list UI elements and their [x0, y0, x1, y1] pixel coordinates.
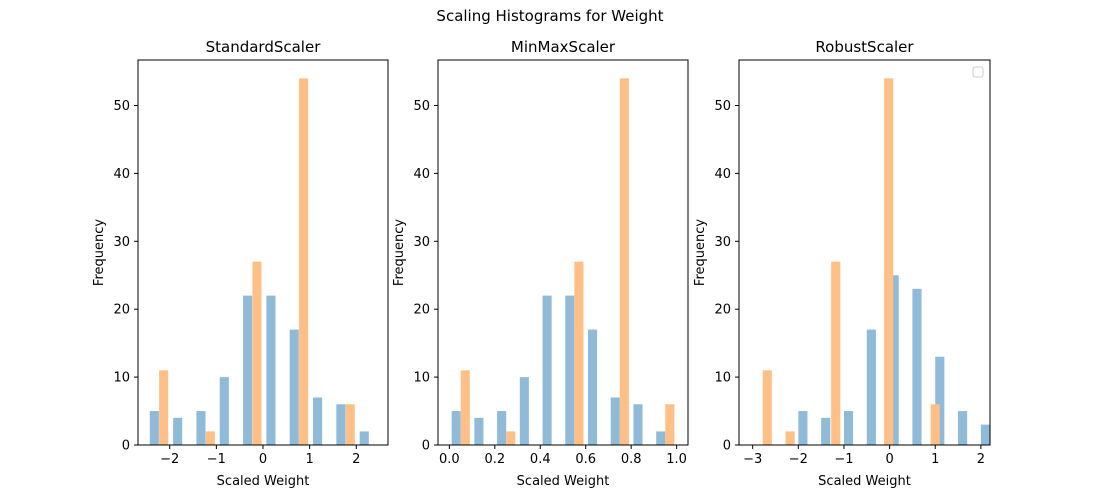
y-tick-label: 40: [113, 167, 130, 182]
y-axis-label: Frequency: [92, 219, 107, 286]
x-axis-label: Scaled Weight: [217, 474, 310, 489]
histogram-bar: [798, 411, 808, 445]
axes-frame: [437, 59, 689, 446]
y-tick-label: 0: [723, 439, 731, 454]
histogram-bar: [219, 377, 229, 445]
y-tick-label: 10: [113, 371, 130, 386]
histogram-bar: [831, 261, 841, 445]
y-tick-label: 30: [113, 235, 130, 250]
histogram-bar: [665, 404, 675, 445]
histogram-bar: [460, 370, 470, 445]
figure-suptitle: Scaling Histograms for Weight: [436, 7, 663, 25]
x-tick-label: 2: [352, 452, 360, 467]
y-tick-label: 20: [714, 303, 731, 318]
x-tick-label: −3: [743, 452, 762, 467]
subplot-title: MinMaxScaler: [511, 38, 616, 56]
histogram-bar: [299, 78, 309, 445]
x-tick-label: 0.2: [484, 452, 505, 467]
x-tick-label: 0.6: [575, 452, 596, 467]
histogram-bar: [785, 431, 795, 445]
y-tick-label: 40: [714, 167, 731, 182]
histogram-bar: [149, 411, 159, 445]
legend-box: [972, 66, 984, 78]
histogram-bar: [588, 329, 598, 445]
histogram-bar: [173, 417, 183, 445]
histogram-bar: [359, 431, 369, 445]
y-tick-label: 30: [714, 235, 731, 250]
x-tick-label: −1: [207, 452, 226, 467]
histogram-bar: [313, 397, 323, 445]
y-tick-label: 0: [422, 439, 430, 454]
x-tick-label: 0.4: [530, 452, 551, 467]
histogram-bar: [451, 411, 461, 445]
histogram-bar: [519, 377, 529, 445]
x-tick-label: 0: [259, 452, 267, 467]
y-tick-label: 0: [122, 439, 130, 454]
y-tick-label: 30: [413, 235, 430, 250]
x-tick-label: 0: [885, 452, 893, 467]
histogram-bar: [336, 404, 346, 445]
y-tick-label: 50: [413, 99, 430, 114]
x-tick-label: −2: [160, 452, 179, 467]
y-tick-label: 10: [714, 371, 731, 386]
y-axis-label: Frequency: [392, 219, 407, 286]
x-axis-label: Scaled Weight: [818, 474, 911, 489]
subplot-title: RobustScaler: [815, 38, 914, 56]
x-tick-label: 0.8: [621, 452, 642, 467]
subplot-minmaxscaler: 0.0 0.2 0.4 0.6 0.8 1.0 0 10 20 30 40 50 MinMaxScale…: [392, 38, 689, 489]
histogram-bar: [345, 404, 355, 445]
histogram-bar: [633, 404, 643, 445]
y-axis-label: Frequency: [693, 219, 708, 286]
histogram-bar: [980, 424, 990, 445]
histogram-bar: [843, 411, 854, 445]
x-tick-label: 1.0: [666, 452, 687, 467]
y-tick-label: 40: [413, 167, 430, 182]
subplot-title: StandardScaler: [206, 38, 322, 56]
histogram-bar: [935, 356, 945, 445]
histogram-bar: [889, 275, 899, 445]
histogram-bar: [656, 431, 666, 445]
y-tick-label: 20: [113, 303, 130, 318]
histogram-bar: [930, 404, 940, 445]
x-tick-label: 0.0: [439, 452, 460, 467]
histogram-bar: [912, 288, 922, 445]
y-tick-label: 20: [413, 303, 430, 318]
histogram-bar: [610, 397, 620, 445]
histogram-bar: [619, 78, 629, 445]
y-tick-label: 10: [413, 371, 430, 386]
x-tick-label: 2: [977, 452, 985, 467]
histogram-bar: [205, 431, 215, 445]
histogram-bar: [497, 411, 507, 445]
histogram-bar: [266, 295, 276, 445]
histogram-bar: [574, 261, 584, 445]
histogram-bar: [243, 295, 253, 445]
x-tick-label: −1: [834, 452, 853, 467]
histogram-bar: [196, 411, 206, 445]
histogram-bar: [821, 417, 831, 445]
x-axis-label: Scaled Weight: [517, 474, 610, 489]
histogram-bar: [252, 261, 262, 445]
histogram-bar: [289, 329, 299, 445]
histogram-bar: [884, 78, 894, 445]
histogram-bar: [565, 295, 575, 445]
y-tick-label: 50: [714, 99, 731, 114]
histogram-bar: [474, 417, 484, 445]
x-tick-label: 1: [306, 452, 314, 467]
x-tick-label: 1: [931, 452, 939, 467]
histogram-bar: [542, 295, 552, 445]
histogram-bar: [866, 329, 876, 445]
x-tick-label: −2: [789, 452, 808, 467]
histogram-bar: [762, 370, 772, 445]
histogram-bar: [159, 370, 169, 445]
y-tick-label: 50: [113, 99, 130, 114]
histogram-bar: [506, 431, 516, 445]
axes-frame: [738, 59, 991, 446]
histogram-bar: [958, 411, 968, 445]
